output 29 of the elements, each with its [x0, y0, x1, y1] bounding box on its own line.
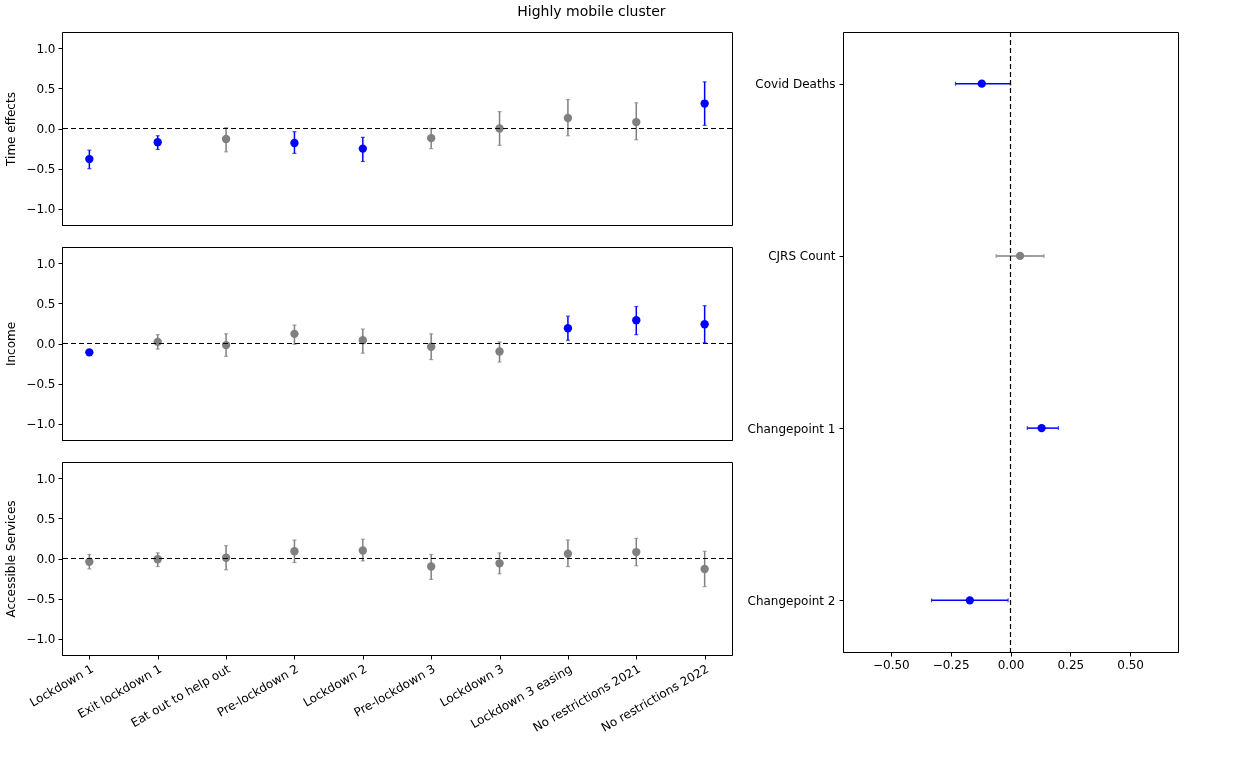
- y-axis-title: Accessible Services: [4, 500, 19, 618]
- y-tick-label: 0.5: [36, 511, 56, 526]
- y-tick-label: 0.5: [36, 296, 56, 311]
- x-tick-label: 0.25: [1057, 657, 1085, 672]
- y-axis-title: Income: [4, 321, 19, 367]
- x-tick-label: −0.25: [932, 657, 970, 672]
- y-tick-label: −0.5: [26, 592, 56, 607]
- y-tick-label: 1.0: [36, 471, 56, 486]
- point: [85, 348, 94, 357]
- y-tick-label: 1.0: [36, 41, 56, 56]
- y-tick-label: −0.5: [26, 377, 56, 392]
- y-tick-label: Changepoint 2: [747, 593, 836, 608]
- y-tick-label: CJRS Count: [768, 249, 836, 264]
- chart-title: Highly mobile cluster: [517, 2, 666, 19]
- y-tick-label: 0.0: [36, 122, 56, 136]
- y-tick-label: 0.5: [36, 81, 56, 96]
- y-tick-label: −0.5: [26, 162, 56, 177]
- y-tick-label: Covid Deaths: [755, 77, 836, 92]
- x-tick-label: −0.50: [872, 657, 910, 672]
- x-tick-label: 0.00: [997, 657, 1025, 672]
- y-tick-label: −1.0: [26, 632, 56, 647]
- y-tick-label: Changepoint 1: [747, 421, 836, 436]
- y-tick-label: 0.0: [36, 552, 56, 566]
- x-tick-label: 0.50: [1117, 657, 1144, 672]
- y-tick-label: −1.0: [26, 202, 56, 217]
- y-axis-title: Time effects: [4, 92, 19, 167]
- y-tick-label: −1.0: [26, 417, 56, 432]
- y-tick-label: 0.0: [36, 337, 56, 351]
- y-tick-label: 1.0: [36, 256, 56, 271]
